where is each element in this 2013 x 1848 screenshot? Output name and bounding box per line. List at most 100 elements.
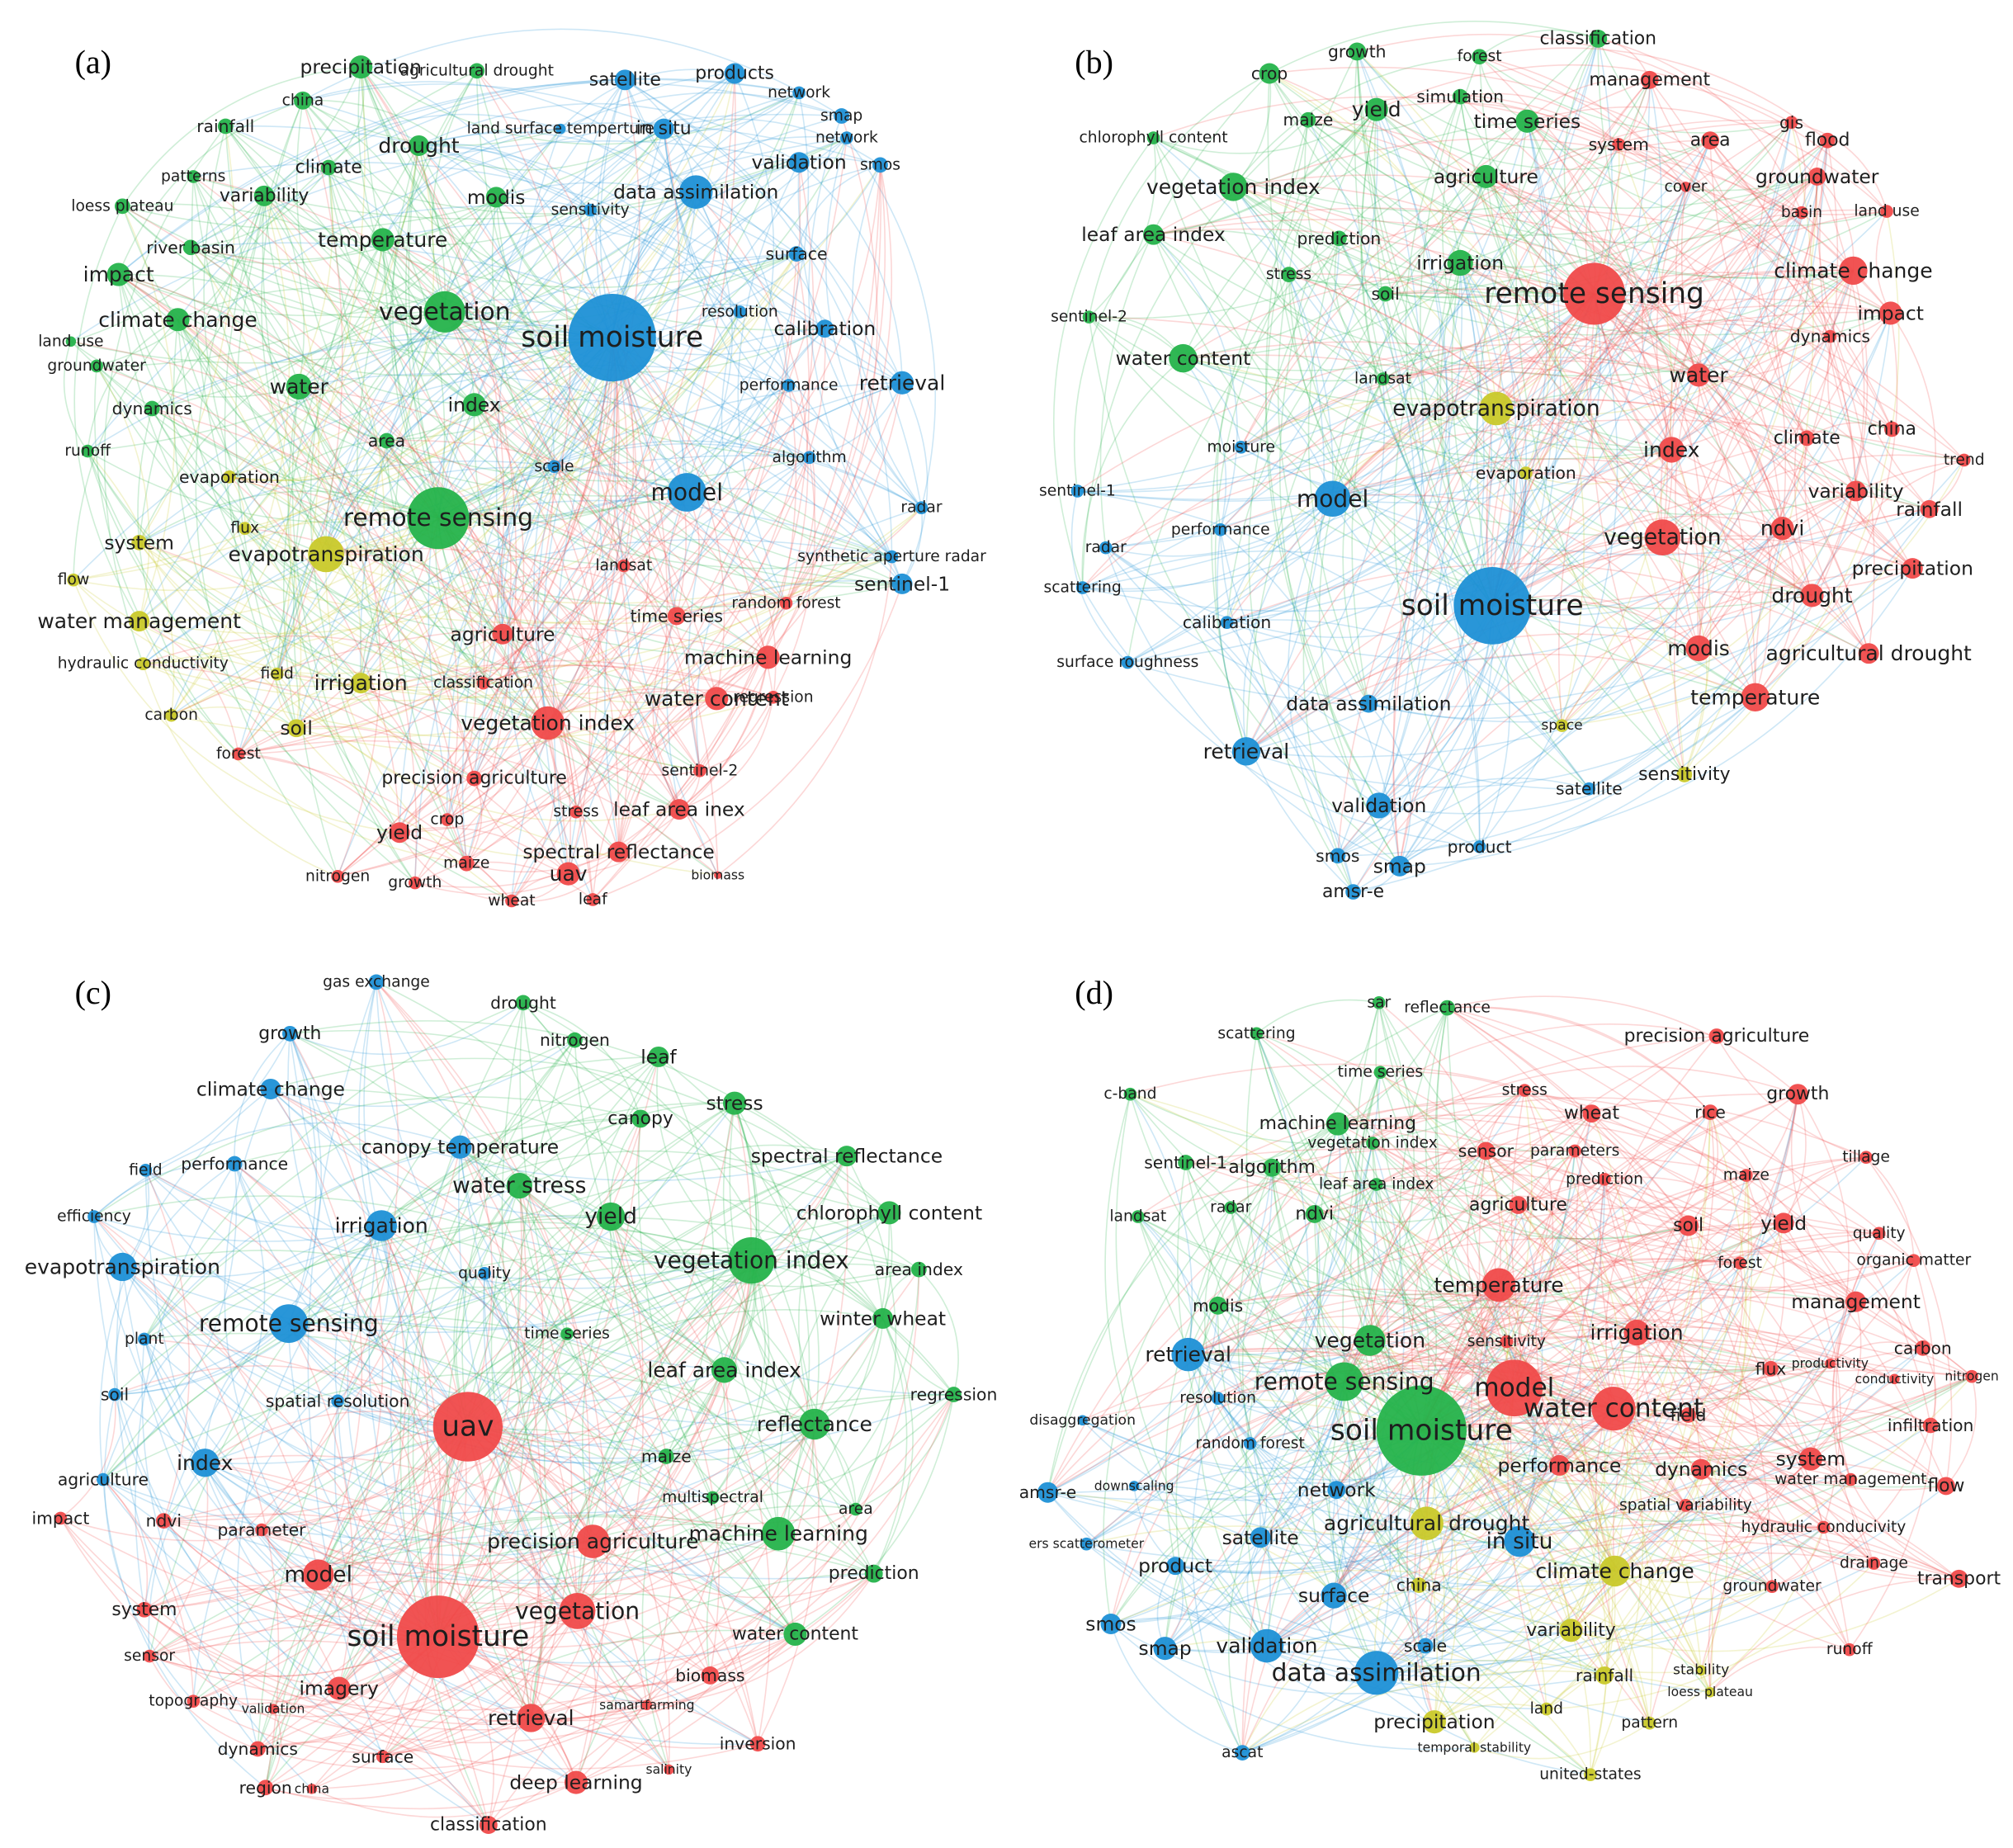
edge	[381, 239, 475, 405]
edge	[1185, 1161, 1773, 1587]
edge	[1288, 274, 1493, 607]
edge	[192, 176, 503, 635]
edge	[1105, 547, 1401, 867]
edge	[338, 1687, 576, 1784]
edge	[318, 1269, 920, 1576]
edge	[260, 100, 327, 555]
node-label: satellite	[1222, 1526, 1299, 1549]
node	[281, 1025, 298, 1042]
node	[1234, 1745, 1250, 1761]
node	[724, 63, 745, 84]
edge	[1314, 1194, 1973, 1378]
edge	[1378, 1002, 1501, 1285]
edge	[238, 659, 774, 755]
node	[505, 894, 518, 908]
edge	[1670, 449, 1712, 775]
edge	[1211, 109, 1377, 752]
node	[1131, 1210, 1145, 1223]
edge	[1375, 1002, 1515, 1389]
edge	[244, 191, 697, 529]
node	[1234, 441, 1248, 454]
node	[1359, 694, 1378, 713]
node-label: nitrogen	[305, 867, 370, 885]
edge	[1188, 1326, 1515, 1389]
edge	[511, 851, 620, 902]
edge	[576, 1533, 779, 1612]
node	[608, 841, 630, 863]
edge	[1519, 1156, 1867, 1542]
edge	[522, 1002, 641, 1119]
edge	[272, 1033, 384, 1709]
node	[485, 187, 507, 208]
edge	[1226, 212, 1803, 623]
edge	[576, 1505, 856, 1612]
node	[448, 1135, 472, 1159]
node	[320, 159, 337, 176]
edge	[437, 440, 922, 519]
node-label: spectral reflectance	[522, 840, 714, 863]
edge	[1675, 176, 1818, 649]
node	[1949, 1569, 1968, 1588]
edge	[1376, 1526, 1825, 1678]
edge	[234, 1163, 441, 1638]
edge	[1241, 1340, 1507, 1753]
node-label: china	[1868, 418, 1916, 439]
edge	[546, 602, 787, 724]
edge	[1459, 96, 1704, 649]
edge	[264, 1333, 568, 1788]
node	[376, 1750, 390, 1764]
edge	[1105, 546, 1354, 892]
node-label: climate	[1774, 428, 1841, 448]
edge	[118, 274, 688, 497]
node	[1366, 792, 1392, 819]
edge	[1188, 1348, 1560, 1467]
node-label: china	[1396, 1576, 1442, 1595]
edge	[318, 1515, 875, 1576]
edge	[1129, 1094, 1422, 1431]
edge	[872, 1318, 908, 1574]
node-label: groundwater	[1722, 1578, 1822, 1595]
edge	[546, 722, 619, 853]
edge	[1240, 447, 1527, 498]
edge	[1684, 122, 1814, 775]
node-label: leaf	[640, 1045, 677, 1068]
edge	[1245, 274, 1325, 752]
node	[1354, 1325, 1386, 1356]
node	[1519, 466, 1533, 480]
edge	[1082, 139, 1828, 588]
node-label: sensitivity	[551, 201, 630, 219]
edge	[224, 83, 664, 130]
node-label: calibration	[1183, 612, 1271, 632]
edge	[658, 1056, 715, 1457]
edge	[610, 1216, 771, 1744]
edge	[598, 73, 735, 810]
node-label: field	[129, 1161, 162, 1179]
edge	[1266, 1540, 1520, 1647]
edge	[1127, 121, 1529, 664]
edge	[302, 100, 446, 518]
node-label: nitrogen	[1944, 1369, 1998, 1384]
edge	[1216, 238, 1340, 530]
node-label: modis	[1667, 636, 1730, 660]
edge	[407, 1039, 576, 1638]
node-label: efficiency	[57, 1208, 131, 1226]
node-label: vegetation index	[461, 711, 635, 735]
edge	[1922, 1347, 1937, 1426]
edge	[337, 457, 810, 877]
edge	[1376, 1477, 1851, 1674]
node-label: radar	[900, 499, 942, 517]
edge	[380, 1150, 890, 1226]
node	[476, 676, 490, 690]
node-label: ndvi	[146, 1511, 182, 1531]
edge	[121, 1266, 489, 1826]
node	[910, 1261, 927, 1278]
edge	[467, 1425, 857, 1524]
edge	[177, 319, 503, 635]
edge	[1405, 96, 1493, 607]
edge	[1505, 1340, 1689, 1417]
edge	[203, 125, 361, 684]
node-label: scattering	[1217, 1025, 1295, 1042]
edge	[1187, 1184, 1377, 1355]
